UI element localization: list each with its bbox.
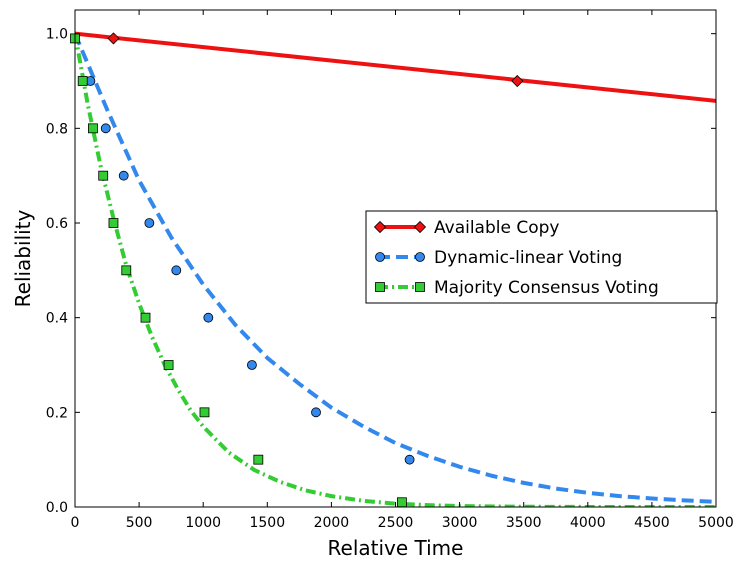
legend: Available Copy Dynamic-linear Voting Major… [365,210,718,304]
legend-marker-2 [415,282,425,292]
data-point-1 [404,454,415,465]
x-tick-label: 1500 [249,515,285,531]
data-point-2 [77,76,88,86]
y-tick-label: 1.0 [46,27,68,43]
y-tick-label: 0.0 [46,500,68,516]
y-tick-label: 0.8 [46,121,68,137]
series-line-0 [75,31,716,103]
legend-marker-0 [413,220,427,234]
data-point-0 [511,74,524,88]
legend-marker-1 [415,252,425,262]
series-layer [70,31,716,508]
data-point-1 [100,123,111,134]
data-point-2 [88,123,98,134]
x-tick-label: 500 [126,515,153,531]
x-tick-label: 5000 [698,515,734,531]
x-tick-label: 2000 [314,515,350,531]
data-point-2 [253,454,264,465]
x-axis-label: Relative Time [328,536,464,560]
data-point-0 [107,32,120,45]
data-point-2 [140,312,151,323]
y-tick-label: 0.6 [46,216,68,232]
legend-marker-2 [375,282,385,292]
x-tick-label: 0 [71,515,80,531]
data-point-1 [247,360,257,370]
ticks-layer: 0 500 1000 1500 2000 2500 3000 3500 4000 4500 5000… [46,10,734,531]
data-point-1 [118,170,129,181]
data-point-2 [163,360,174,370]
x-tick-label: 4500 [634,515,670,531]
series-line-1 [75,32,716,504]
legend-label-0: Available Copy [434,218,559,238]
legend-label-1: Dynamic-linear Voting [434,248,622,268]
y-tick-label: 0.4 [46,311,68,327]
data-point-1 [171,265,182,276]
data-point-2 [397,497,407,508]
x-tick-label: 3500 [506,515,542,531]
data-point-2 [121,265,132,276]
legend-marker-0 [373,220,387,234]
data-point-2 [98,170,109,181]
y-axis-label: Reliability [11,209,35,307]
x-tick-label: 2500 [378,515,414,531]
series-line-2 [75,33,716,507]
y-tick-label: 0.2 [46,405,68,421]
data-point-2 [108,218,119,228]
legend-label-2: Majority Consensus Voting [434,278,659,298]
x-tick-label: 1000 [185,515,221,531]
data-point-1 [203,312,214,323]
legend-marker-1 [375,252,385,262]
x-tick-label: 3000 [442,515,478,531]
data-point-2 [199,407,210,418]
data-point-1 [144,218,155,228]
data-point-1 [311,407,321,418]
x-tick-label: 4000 [570,515,606,531]
